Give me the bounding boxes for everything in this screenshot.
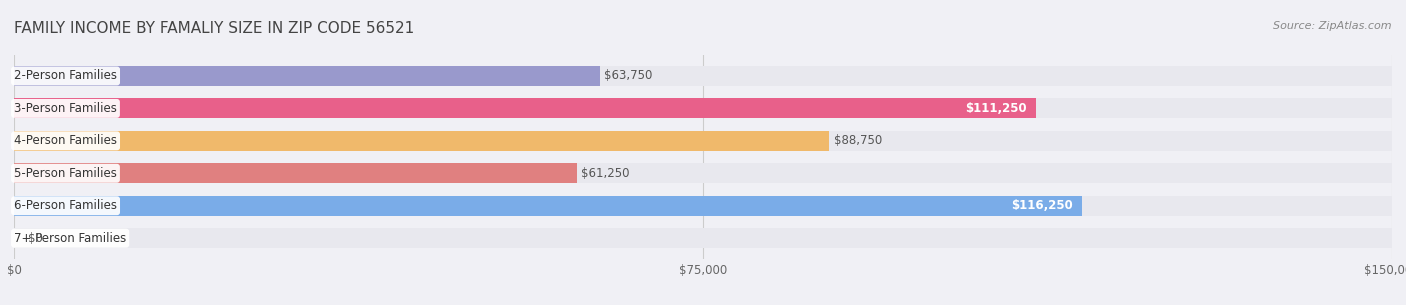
Bar: [14, 163, 1392, 183]
Text: 6-Person Families: 6-Person Families: [14, 199, 117, 212]
Text: $88,750: $88,750: [834, 135, 882, 147]
Bar: [14, 99, 1392, 118]
Bar: [14, 131, 830, 151]
Text: $63,750: $63,750: [605, 70, 652, 82]
Text: 3-Person Families: 3-Person Families: [14, 102, 117, 115]
Text: $61,250: $61,250: [581, 167, 630, 180]
Bar: [14, 228, 1392, 248]
Bar: [14, 99, 1036, 118]
Bar: [14, 66, 1392, 86]
Text: 2-Person Families: 2-Person Families: [14, 70, 117, 82]
Bar: [14, 131, 1392, 151]
Text: 7+ Person Families: 7+ Person Families: [14, 232, 127, 245]
Bar: [14, 196, 1083, 216]
Text: 4-Person Families: 4-Person Families: [14, 135, 117, 147]
Bar: [14, 66, 599, 86]
Bar: [14, 163, 576, 183]
Text: FAMILY INCOME BY FAMALIY SIZE IN ZIP CODE 56521: FAMILY INCOME BY FAMALIY SIZE IN ZIP COD…: [14, 21, 415, 36]
Text: Source: ZipAtlas.com: Source: ZipAtlas.com: [1274, 21, 1392, 31]
Text: $111,250: $111,250: [965, 102, 1026, 115]
Text: $116,250: $116,250: [1011, 199, 1073, 212]
Bar: [14, 196, 1392, 216]
Text: 5-Person Families: 5-Person Families: [14, 167, 117, 180]
Text: $0: $0: [28, 232, 42, 245]
